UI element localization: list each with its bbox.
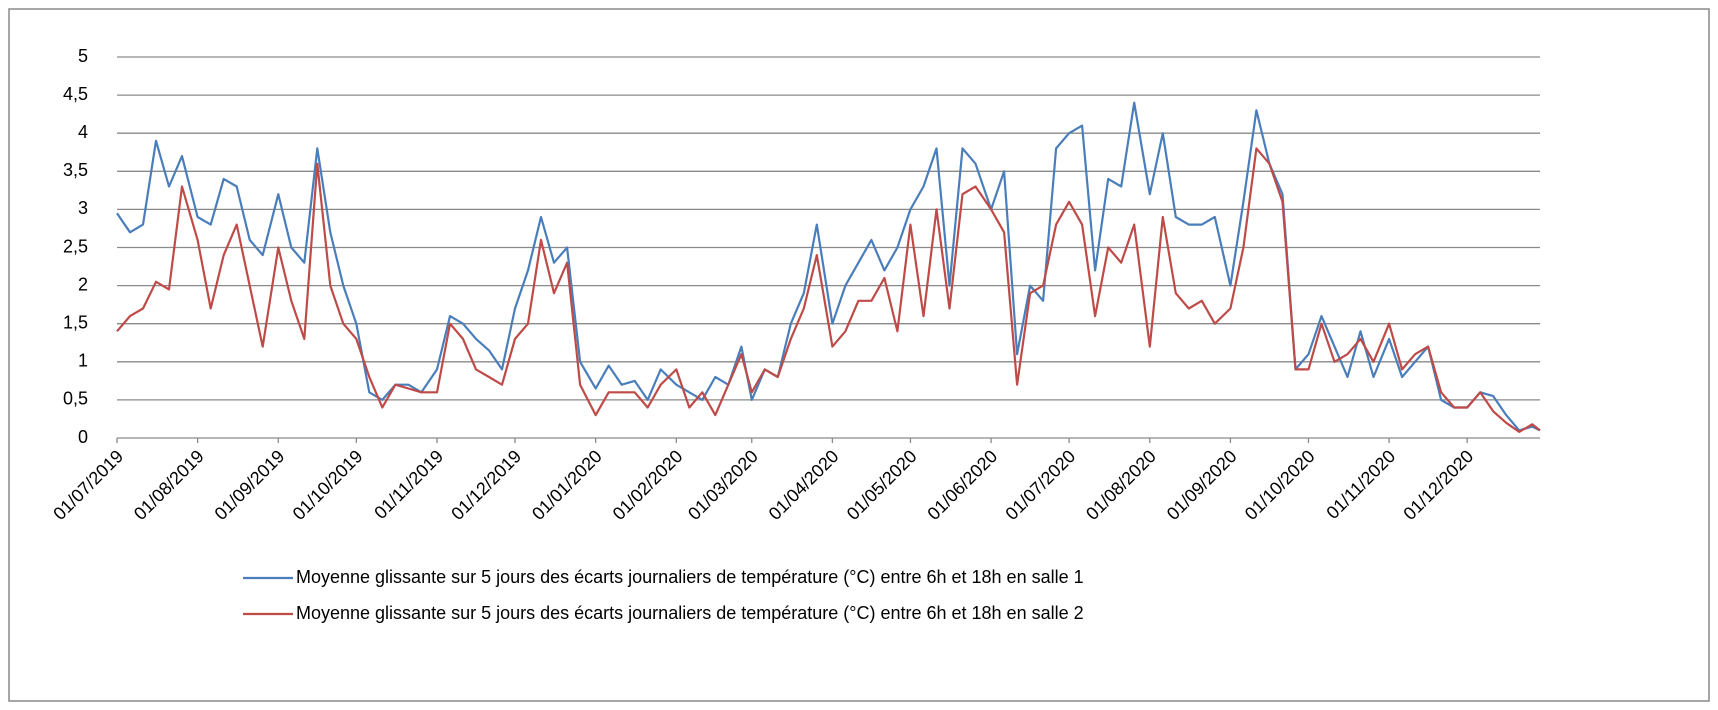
y-tick-label: 1 [78,351,88,371]
legend-label: Moyenne glissante sur 5 jours des écarts… [296,567,1084,587]
y-tick-label: 2 [78,274,88,294]
y-tick-label: 2,5 [63,236,88,256]
chart-frame [8,8,1710,702]
series-line [116,147,1541,433]
y-tick-label: 5 [78,46,88,66]
y-tick-label: 3,5 [63,160,88,180]
legend-label: Moyenne glissante sur 5 jours des écarts… [296,603,1084,623]
series-line [116,101,1541,432]
y-tick-label: 4,5 [63,84,88,104]
y-tick-label: 0,5 [63,389,88,409]
y-tick-label: 0 [78,427,88,447]
y-tick-label: 1,5 [63,312,88,332]
y-tick-label: 3 [78,198,88,218]
y-tick-label: 4 [78,122,88,142]
